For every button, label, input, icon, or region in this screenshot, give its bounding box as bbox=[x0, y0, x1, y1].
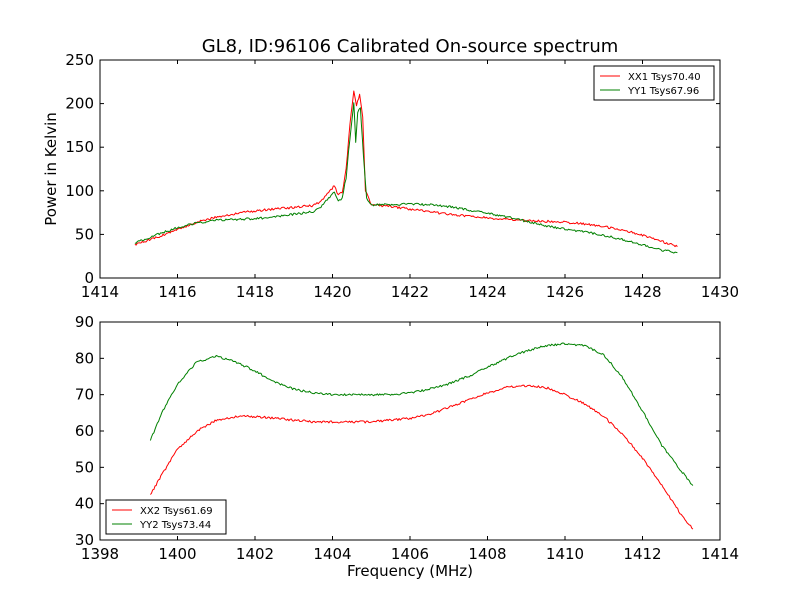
bottom-x-tick-label: 1414 bbox=[701, 545, 739, 563]
bottom-y-tick-label: 90 bbox=[75, 313, 94, 331]
top-series-line-1 bbox=[134, 90, 678, 248]
bottom-y-tick-label: 70 bbox=[75, 386, 94, 404]
x-axis-label: Frequency (MHz) bbox=[347, 562, 473, 580]
top-x-tick-label: 1424 bbox=[468, 283, 506, 301]
top-legend: XX1 Tsys70.40 YY1 Tsys67.96 bbox=[593, 65, 715, 101]
top-x-tick-label: 1428 bbox=[623, 283, 661, 301]
top-panel: 1414 1416 1418 1420 1422 1424 1426 1428 1430 0 50 1… bbox=[65, 51, 739, 301]
top-x-tick-label: 1418 bbox=[236, 283, 274, 301]
bottom-legend-label: XX2 Tsys61.69 bbox=[140, 506, 213, 517]
top-y-tick-label: 50 bbox=[75, 225, 94, 243]
top-y-tick-label: 200 bbox=[65, 95, 94, 113]
top-y-tick-label: 0 bbox=[84, 269, 94, 287]
bottom-legend: XX2 Tsys61.69 YY2 Tsys73.44 bbox=[105, 499, 227, 535]
top-x-tick-label: 1426 bbox=[546, 283, 584, 301]
bottom-series-line-2 bbox=[149, 342, 694, 486]
top-y-tick-label: 150 bbox=[65, 138, 94, 156]
bottom-x-tick-label: 1398 bbox=[81, 545, 119, 563]
bottom-x-tick-label: 1404 bbox=[313, 545, 351, 563]
bottom-panel: 1398 1400 1402 1404 1406 1408 1410 1412 1414 30 40… bbox=[75, 313, 739, 563]
bottom-y-tick-label: 30 bbox=[75, 531, 94, 549]
bottom-series-line-1 bbox=[150, 384, 694, 530]
top-legend-label: YY1 Tsys67.96 bbox=[627, 86, 699, 97]
top-y-tick-label: 100 bbox=[65, 182, 94, 200]
top-legend-box bbox=[593, 65, 715, 101]
top-x-tick-label: 1422 bbox=[391, 283, 429, 301]
top-x-tick-label: 1430 bbox=[701, 283, 739, 301]
bottom-x-tick-label: 1402 bbox=[236, 545, 274, 563]
bottom-y-tick-label: 50 bbox=[75, 458, 94, 476]
top-x-tick-label: 1420 bbox=[313, 283, 351, 301]
figure-title: GL8, ID:96106 Calibrated On-source spect… bbox=[202, 36, 619, 57]
top-x-tick-label: 1414 bbox=[81, 283, 119, 301]
bottom-x-tick-label: 1406 bbox=[391, 545, 429, 563]
bottom-x-tick-label: 1410 bbox=[546, 545, 584, 563]
top-legend-label: XX1 Tsys70.40 bbox=[628, 72, 701, 83]
bottom-y-tick-label: 40 bbox=[75, 495, 94, 513]
top-x-tick-label: 1416 bbox=[158, 283, 196, 301]
bottom-y-tick-label: 80 bbox=[75, 349, 94, 367]
bottom-x-tick-label: 1408 bbox=[468, 545, 506, 563]
bottom-legend-box bbox=[105, 499, 227, 535]
bottom-x-tick-label: 1412 bbox=[623, 545, 661, 563]
bottom-legend-label: YY2 Tsys73.44 bbox=[139, 520, 211, 531]
bottom-x-tick-label: 1400 bbox=[158, 545, 196, 563]
top-series-line-2 bbox=[134, 102, 678, 254]
y-axis-label: Power in Kelvin bbox=[42, 112, 60, 226]
bottom-y-tick-label: 60 bbox=[75, 422, 94, 440]
top-y-tick-label: 250 bbox=[65, 51, 94, 69]
